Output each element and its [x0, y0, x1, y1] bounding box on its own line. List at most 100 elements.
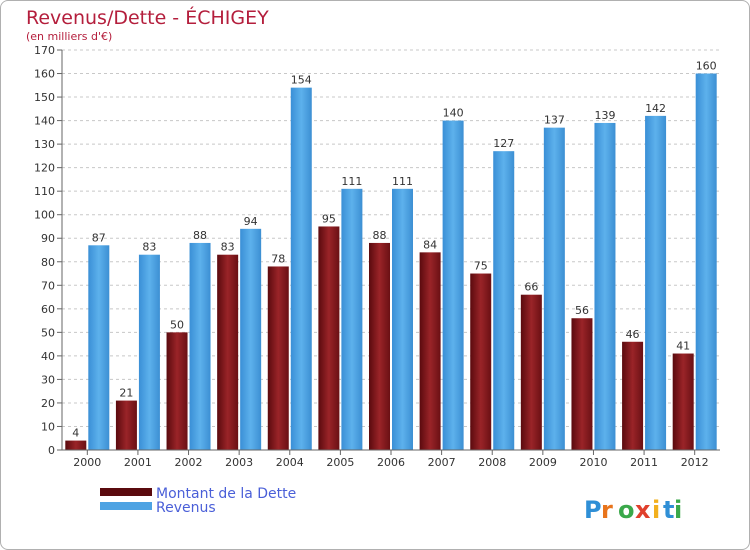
revenue-bar	[645, 115, 667, 450]
x-tick-label: 2010	[579, 456, 607, 469]
x-tick-label: 2006	[377, 456, 405, 469]
gridlines	[62, 49, 720, 451]
y-tick-label: 0	[48, 444, 55, 457]
logo-letter: i	[674, 496, 682, 524]
revenue-bar	[189, 242, 211, 450]
x-tick-label: 2009	[529, 456, 557, 469]
debt-value-label: 50	[170, 318, 184, 331]
x-tick-label: 2004	[276, 456, 304, 469]
debt-value-label: 95	[322, 212, 336, 225]
debt-bar	[622, 341, 644, 450]
revenue-bar	[392, 188, 413, 450]
legend-label: Revenus	[156, 500, 216, 516]
debt-value-label: 78	[271, 252, 285, 265]
revenue-bar	[240, 228, 262, 450]
x-tick-label: 2007	[428, 456, 456, 469]
axes: 0 10 20 30 40 50 60 70 80 90 100 110 120 130 140 150 160…	[34, 44, 720, 469]
debt-bar	[470, 273, 492, 450]
debt-bar	[369, 242, 390, 450]
debt-value-label: 83	[221, 241, 235, 254]
y-tick-label: 150	[34, 91, 55, 104]
debt-value-label: 75	[474, 260, 488, 273]
x-tick-label: 2000	[73, 456, 101, 469]
y-tick-label: 70	[41, 279, 55, 292]
revenue-value-label: 137	[544, 114, 565, 127]
revenue-value-label: 154	[291, 74, 312, 87]
revenue-value-label: 94	[244, 215, 258, 228]
logo-letter: P	[584, 496, 602, 524]
revenue-value-label: 160	[696, 60, 717, 73]
x-tick-label: 2002	[175, 456, 203, 469]
revenue-bar	[341, 188, 363, 450]
revenue-value-label: 111	[341, 175, 362, 188]
logo-letter: r	[601, 496, 613, 524]
revenue-bar	[442, 120, 464, 451]
debt-bar	[520, 294, 542, 450]
debt-bar	[318, 226, 340, 450]
debt-value-label: 66	[524, 281, 538, 294]
chart-title: Revenus/Dette - ÉCHIGEY	[26, 6, 269, 29]
y-tick-label: 90	[41, 232, 55, 245]
x-tick-label: 2008	[478, 456, 506, 469]
debt-bar	[571, 318, 593, 450]
revenue-bar	[88, 245, 110, 450]
y-tick-label: 20	[41, 397, 55, 410]
debt-value-label: 56	[575, 304, 589, 317]
y-tick-label: 60	[41, 303, 55, 316]
debt-value-label: 21	[119, 387, 133, 400]
revenue-value-label: 139	[594, 109, 615, 122]
debt-bar	[115, 400, 137, 450]
debt-value-label: 4	[72, 427, 79, 440]
y-tick-label: 130	[34, 138, 55, 151]
debt-bar	[672, 353, 694, 450]
revenue-bar	[594, 122, 616, 451]
y-tick-label: 110	[34, 185, 55, 198]
debt-value-label: 46	[626, 328, 640, 341]
logo-letter: i	[652, 496, 660, 524]
revenue-bar	[695, 73, 717, 450]
legend-label: Montant de la Dette	[156, 486, 296, 502]
y-tick-label: 80	[41, 256, 55, 269]
revenue-value-label: 140	[443, 107, 464, 120]
x-tick-label: 2011	[630, 456, 658, 469]
debt-value-label: 84	[423, 238, 437, 251]
revenue-bar	[138, 254, 160, 450]
y-tick-label: 100	[34, 209, 55, 222]
debt-bar	[217, 254, 239, 450]
y-tick-label: 140	[34, 115, 55, 128]
y-tick-label: 160	[34, 68, 55, 81]
revenue-value-label: 87	[92, 231, 106, 244]
revenue-bar	[493, 151, 515, 451]
x-tick-label: 2012	[681, 456, 709, 469]
y-tick-label: 40	[41, 350, 55, 363]
revenue-value-label: 111	[392, 175, 413, 188]
y-tick-label: 170	[34, 44, 55, 57]
legend-swatch	[100, 502, 152, 510]
logo-letter: o	[618, 496, 635, 524]
y-tick-label: 50	[41, 326, 55, 339]
y-tick-label: 30	[41, 373, 55, 386]
revenue-bar	[290, 87, 312, 450]
logo-letter: x	[635, 496, 651, 524]
x-tick-label: 2005	[326, 456, 354, 469]
debt-bar	[65, 440, 87, 450]
revenue-value-label: 127	[493, 137, 514, 150]
x-tick-label: 2001	[124, 456, 152, 469]
revenue-bar	[543, 127, 565, 450]
revenue-value-label: 88	[193, 229, 207, 242]
revenue-value-label: 142	[645, 102, 666, 115]
debt-value-label: 88	[373, 229, 387, 242]
debt-bar	[267, 266, 289, 450]
y-tick-label: 120	[34, 162, 55, 175]
legend-swatch	[100, 488, 152, 496]
bars	[65, 73, 717, 451]
chart-subtitle: (en milliers d'€)	[26, 30, 112, 43]
debt-value-label: 41	[676, 340, 690, 353]
y-tick-label: 10	[41, 420, 55, 433]
revenue-value-label: 83	[142, 241, 156, 254]
debt-bar	[166, 332, 188, 450]
x-tick-label: 2003	[225, 456, 253, 469]
